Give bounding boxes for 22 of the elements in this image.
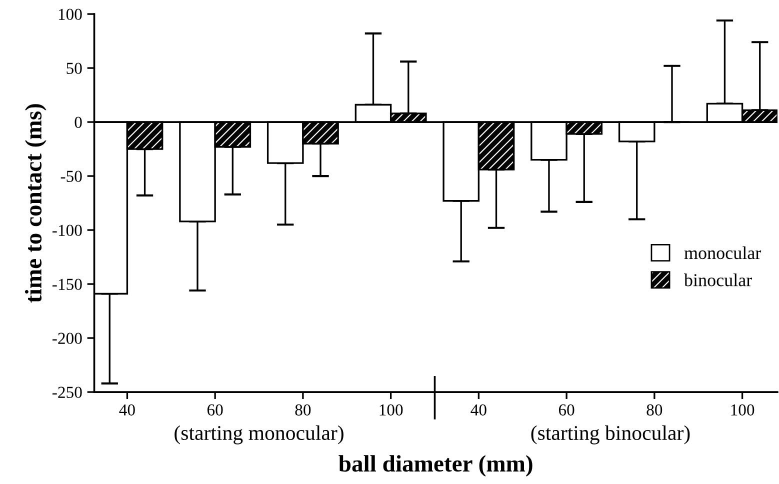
- x-tick-label: 80: [646, 404, 662, 416]
- legend-label: binocular: [684, 274, 752, 286]
- y-tick-label: -250: [52, 386, 82, 398]
- y-tick-label: -50: [60, 170, 82, 182]
- y-tick-label: -100: [52, 224, 82, 236]
- y-tick-label: -200: [52, 332, 82, 344]
- y-tick-label: -150: [52, 278, 82, 290]
- x-tick-label: 40: [119, 404, 135, 416]
- x-axis-title: ball diameter (mm): [338, 455, 532, 476]
- x-tick-label: 80: [295, 404, 311, 416]
- x-tick-label: 60: [558, 404, 574, 416]
- text: (starting monocular): [174, 425, 344, 444]
- x-tick-label: 60: [207, 404, 223, 416]
- x-tick-label: 100: [731, 404, 754, 416]
- legend-label: monocular: [684, 246, 762, 260]
- y-tick-label: 50: [66, 62, 82, 74]
- y-tick-label: 100: [58, 8, 82, 20]
- y-axis-title: time to contact (ms): [24, 104, 46, 303]
- x-tick-label: 40: [470, 404, 486, 416]
- text: (starting binocular): [531, 425, 690, 444]
- y-tick-label: 0: [74, 116, 82, 128]
- x-tick-label: 100: [380, 404, 403, 416]
